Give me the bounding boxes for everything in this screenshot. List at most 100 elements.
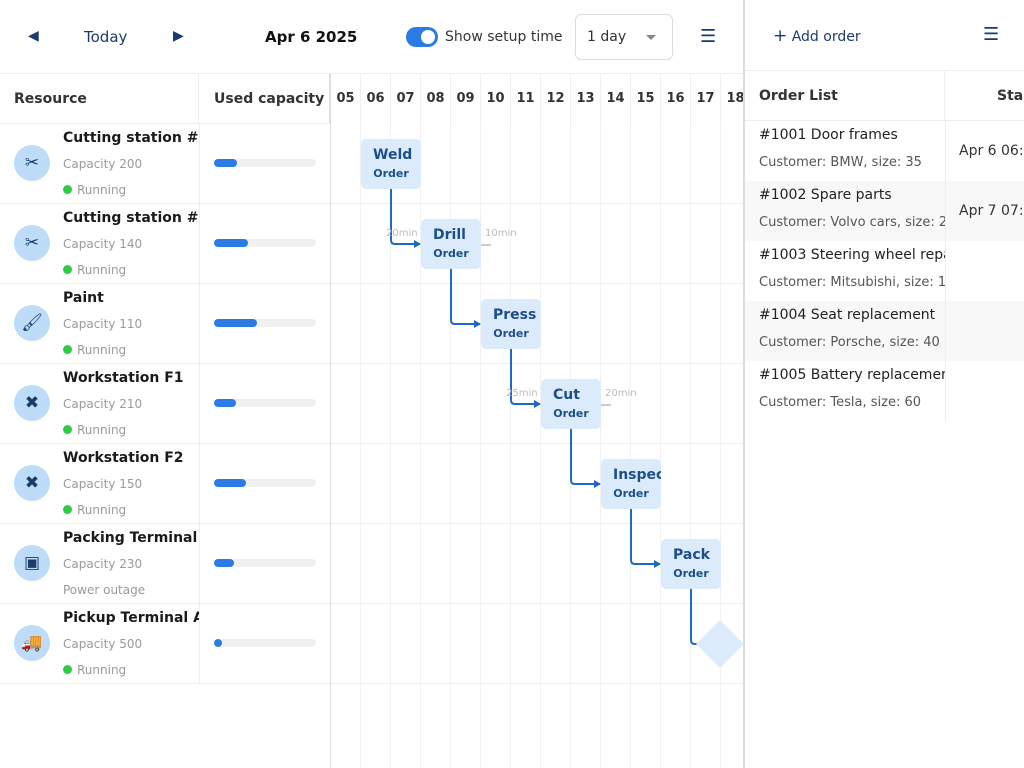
today-button[interactable]: Today bbox=[84, 28, 128, 46]
event-sub: Order bbox=[613, 487, 649, 500]
order-customer: Customer: Porsche, size: 40 bbox=[759, 335, 940, 350]
order-customer: Customer: Tesla, size: 60 bbox=[759, 395, 922, 410]
resource-status: Running bbox=[63, 263, 126, 277]
resource-status: Running bbox=[63, 423, 126, 437]
order-row[interactable]: #1005 Battery replacement Customer: Tesla… bbox=[745, 361, 1024, 421]
capacity-column-header[interactable]: Used capacity bbox=[199, 74, 330, 124]
capacity-bar bbox=[214, 159, 316, 167]
event-bar[interactable]: Drill Order bbox=[421, 219, 481, 269]
status-dot bbox=[63, 265, 72, 274]
resource-row[interactable]: ✖ Workstation F2 Capacity 150 Running bbox=[0, 444, 744, 524]
setup-after: 20min bbox=[605, 388, 637, 399]
resource-name: Cutting station #1 bbox=[63, 130, 199, 146]
capacity-fill bbox=[214, 319, 257, 327]
arrow-head bbox=[474, 320, 481, 328]
previous-arrow-icon[interactable]: ◀ bbox=[28, 28, 39, 44]
status-text: Running bbox=[77, 183, 127, 197]
hour-header: 11 bbox=[510, 74, 540, 124]
status-text: Running bbox=[77, 503, 127, 517]
hour-header: 09 bbox=[450, 74, 480, 124]
resource-name: Workstation F2 bbox=[63, 450, 184, 466]
resource-row[interactable]: ✂ Cutting station #2 Capacity 140 Runnin… bbox=[0, 204, 744, 284]
event-bar[interactable]: Pack Order bbox=[661, 539, 721, 589]
resource-column-header[interactable]: Resource bbox=[0, 74, 199, 124]
order-title: #1003 Steering wheel repair bbox=[759, 247, 945, 263]
event-sub: Order bbox=[373, 167, 409, 180]
add-order-button[interactable]: + Add order bbox=[773, 26, 861, 46]
order-row[interactable]: #1003 Steering wheel repair Customer: Mit… bbox=[745, 241, 1024, 301]
capacity-bar bbox=[214, 399, 316, 407]
event-bar[interactable]: Inspect Order bbox=[601, 459, 661, 509]
order-list-header[interactable]: Order List bbox=[745, 70, 945, 121]
box-icon: ▣ bbox=[14, 545, 50, 581]
dependency-line bbox=[630, 509, 660, 565]
scissors-icon: ✂ bbox=[14, 145, 50, 181]
capacity-fill bbox=[214, 159, 238, 167]
arrow-head bbox=[414, 240, 421, 248]
event-name: Press bbox=[493, 307, 537, 323]
resource-name: Pickup Terminal A14 bbox=[63, 610, 199, 626]
order-start: Apr 7 07:... bbox=[959, 203, 1024, 219]
resource-name: Paint bbox=[63, 290, 104, 306]
tools-icon: ✖ bbox=[14, 385, 50, 421]
next-arrow-icon[interactable]: ▶ bbox=[173, 28, 184, 44]
resource-name: Packing Terminal F3 bbox=[63, 530, 199, 546]
scissors-icon: ✂ bbox=[14, 225, 50, 261]
hour-header: 14 bbox=[600, 74, 630, 124]
resource-status: Running bbox=[63, 343, 126, 357]
order-row[interactable]: #1001 Door frames Customer: BMW, size: 35… bbox=[745, 121, 1024, 181]
show-setup-label: Show setup time bbox=[445, 29, 563, 45]
order-title: #1005 Battery replacement bbox=[759, 367, 945, 383]
capacity-bar bbox=[214, 479, 316, 487]
event-bar[interactable]: Cut Order bbox=[541, 379, 601, 429]
capacity-bar bbox=[214, 239, 316, 247]
setup-before: 25min bbox=[506, 388, 538, 399]
resource-row[interactable]: 🖌 Paint Capacity 110 Running bbox=[0, 284, 744, 364]
resource-name: Cutting station #2 bbox=[63, 210, 199, 226]
resource-row[interactable]: ✂ Cutting station #1 Capacity 200 Runnin… bbox=[0, 124, 744, 204]
arrow-head bbox=[534, 400, 541, 408]
order-row[interactable]: #1002 Spare parts Customer: Volvo cars, s… bbox=[745, 181, 1024, 241]
event-sub: Order bbox=[433, 247, 469, 260]
status-dot bbox=[63, 665, 72, 674]
panel-menu-icon[interactable]: ☰ bbox=[983, 24, 1000, 45]
hour-header: 07 bbox=[390, 74, 420, 124]
zoom-select[interactable]: 1 day bbox=[575, 14, 673, 60]
orders-panel: + Add order ☰ Order List Start #1001 Doo… bbox=[743, 0, 1024, 768]
scheduler-toolbar: ◀ Today ▶ Apr 6 2025 Show setup time 1 d… bbox=[0, 0, 744, 74]
dependency-line bbox=[690, 589, 720, 645]
event-name: Weld bbox=[373, 147, 413, 163]
resource-row[interactable]: 🚚 Pickup Terminal A14 Capacity 500 Runni… bbox=[0, 604, 744, 684]
paint-roller-icon: 🖌 bbox=[14, 305, 50, 341]
event-sub: Order bbox=[553, 407, 589, 420]
event-bar[interactable]: Weld Order bbox=[361, 139, 421, 189]
status-text: Running bbox=[77, 663, 127, 677]
order-title: #1004 Seat replacement bbox=[759, 307, 936, 323]
order-row[interactable]: #1004 Seat replacement Customer: Porsche,… bbox=[745, 301, 1024, 361]
show-setup-toggle[interactable] bbox=[406, 27, 438, 47]
menu-icon[interactable]: ☰ bbox=[700, 26, 717, 47]
capacity-fill bbox=[214, 639, 223, 647]
event-sub: Order bbox=[673, 567, 709, 580]
resource-status: Running bbox=[63, 663, 126, 677]
event-bar[interactable]: Press Order bbox=[481, 299, 541, 349]
hour-header: 06 bbox=[360, 74, 390, 124]
hour-header: 15 bbox=[630, 74, 660, 124]
resource-capacity: Capacity 200 bbox=[63, 157, 143, 171]
current-date: Apr 6 2025 bbox=[265, 28, 358, 46]
resource-name: Workstation F1 bbox=[63, 370, 184, 386]
resource-row[interactable]: ✖ Workstation F1 Capacity 210 Running bbox=[0, 364, 744, 444]
resource-row[interactable]: ▣ Packing Terminal F3 Capacity 230 Power… bbox=[0, 524, 744, 604]
resource-capacity: Capacity 500 bbox=[63, 637, 143, 651]
start-header[interactable]: Start bbox=[945, 70, 1024, 121]
arrow-head bbox=[654, 560, 661, 568]
capacity-fill bbox=[214, 399, 237, 407]
capacity-fill bbox=[214, 239, 248, 247]
capacity-bar bbox=[214, 559, 316, 567]
status-dot bbox=[63, 345, 72, 354]
setup-before: 20min bbox=[386, 228, 418, 239]
resource-capacity: Capacity 140 bbox=[63, 237, 143, 251]
status-text: Running bbox=[77, 423, 127, 437]
status-text: Running bbox=[77, 263, 127, 277]
add-order-label: Add order bbox=[791, 29, 861, 45]
